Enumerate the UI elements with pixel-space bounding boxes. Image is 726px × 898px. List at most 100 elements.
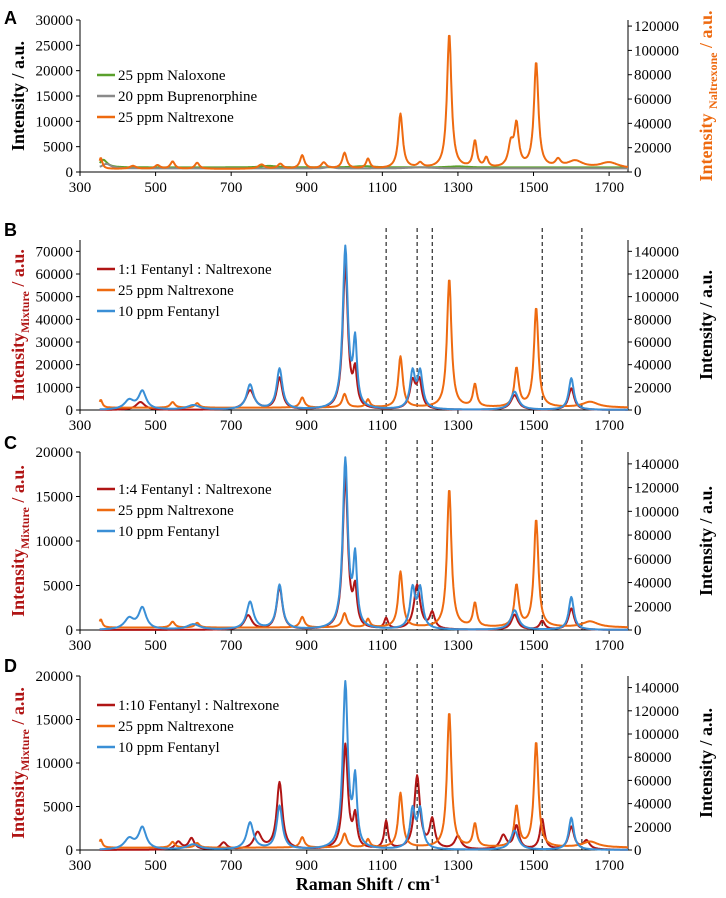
- left-tick-label: 15000: [36, 490, 74, 506]
- x-tick-label: 500: [144, 638, 167, 654]
- x-tick-label: 500: [144, 858, 167, 874]
- right-tick-label: 80000: [634, 68, 672, 84]
- legend-label: 25 ppm Naltrexone: [118, 719, 234, 735]
- series-line-fentanyl: [99, 680, 629, 851]
- panel-label: A: [4, 8, 17, 28]
- series-line-naltrexone: [98, 279, 629, 409]
- right-tick-label: 100000: [634, 43, 679, 59]
- legend-label: 1:10 Fentanyl : Naltrexone: [118, 698, 280, 714]
- right-tick-label: 20000: [634, 141, 672, 157]
- x-tick-label: 1700: [594, 858, 624, 874]
- left-axis-title: Intensity / a.u.: [8, 41, 28, 151]
- legend-label: 25 ppm Naltrexone: [118, 283, 234, 299]
- left-tick-label: 15000: [36, 713, 74, 729]
- x-tick-label: 700: [220, 638, 243, 654]
- right-tick-label: 100000: [634, 290, 679, 306]
- x-tick-label: 1300: [443, 418, 473, 434]
- x-tick-label: 1700: [594, 180, 624, 196]
- legend-label: 25 ppm Naltrexone: [118, 503, 234, 519]
- x-tick-label: 300: [69, 180, 92, 196]
- x-tick-label: 900: [296, 858, 319, 874]
- left-tick-label: 10000: [36, 756, 74, 772]
- x-tick-label: 1100: [368, 638, 397, 654]
- left-tick-label: 50000: [36, 290, 74, 306]
- left-tick-label: 10000: [36, 114, 74, 130]
- x-tick-label: 1500: [519, 418, 549, 434]
- left-tick-label: 25000: [36, 38, 74, 54]
- right-tick-label: 40000: [634, 797, 672, 813]
- right-tick-label: 60000: [634, 552, 672, 568]
- x-tick-label: 1500: [519, 858, 549, 874]
- left-tick-label: 15000: [36, 89, 74, 105]
- left-tick-label: 5000: [43, 800, 73, 816]
- panel-b: B 0 10000 20000 30000 40000 50000 60000 70000 0 20…: [4, 220, 716, 434]
- legend-label: 10 ppm Fentanyl: [118, 740, 220, 756]
- left-tick-label: 20000: [36, 445, 74, 461]
- left-axis-title: IntensityMixture / a.u.: [8, 465, 32, 617]
- legend-label: 10 ppm Fentanyl: [118, 304, 220, 320]
- right-tick-label: 80000: [634, 528, 672, 544]
- x-tick-label: 700: [220, 418, 243, 434]
- x-tick-label: 1300: [443, 858, 473, 874]
- x-tick-label: 1500: [519, 180, 549, 196]
- right-tick-label: 120000: [634, 481, 679, 497]
- right-tick-label: 60000: [634, 773, 672, 789]
- right-tick-label: 120000: [634, 267, 679, 283]
- legend-label: 1:1 Fentanyl : Naltrexone: [118, 262, 272, 278]
- right-tick-label: 20000: [634, 599, 672, 615]
- left-tick-label: 10000: [36, 380, 74, 396]
- legend-label: 1:4 Fentanyl : Naltrexone: [118, 482, 272, 498]
- left-tick-label: 0: [66, 623, 74, 639]
- x-tick-label: 300: [69, 418, 92, 434]
- right-tick-label: 0: [634, 165, 642, 181]
- x-tick-label: 700: [220, 858, 243, 874]
- left-tick-label: 5000: [43, 140, 73, 156]
- right-tick-label: 120000: [634, 704, 679, 720]
- right-tick-label: 120000: [634, 19, 679, 35]
- panel-label: C: [4, 433, 17, 453]
- left-tick-label: 30000: [36, 335, 74, 351]
- right-tick-label: 0: [634, 843, 642, 859]
- x-tick-label: 1700: [594, 418, 624, 434]
- right-axis-title: Intensity Naltrexone / a.u.: [696, 11, 720, 182]
- x-axis-title: Raman Shift / cm-1: [296, 872, 441, 894]
- x-tick-label: 700: [220, 180, 243, 196]
- left-tick-label: 30000: [36, 13, 74, 29]
- x-tick-label: 500: [144, 180, 167, 196]
- x-tick-label: 1500: [519, 638, 549, 654]
- panel-a: A 0 5000 10000 15000 20000 25000 30000 0 20000 400…: [4, 8, 720, 196]
- left-tick-label: 0: [66, 403, 74, 419]
- series-line-mixture: [99, 472, 629, 631]
- x-tick-label: 1100: [368, 858, 397, 874]
- x-tick-label: 1100: [368, 418, 397, 434]
- left-axis-title: IntensityMixture / a.u.: [8, 687, 32, 839]
- right-tick-label: 0: [634, 623, 642, 639]
- right-tick-label: 80000: [634, 312, 672, 328]
- left-tick-label: 20000: [36, 64, 74, 80]
- left-tick-label: 70000: [36, 244, 74, 260]
- right-tick-label: 80000: [634, 750, 672, 766]
- series-line-naltrexone: [98, 34, 629, 170]
- legend-label: 10 ppm Fentanyl: [118, 524, 220, 540]
- left-tick-label: 20000: [36, 358, 74, 374]
- right-tick-label: 20000: [634, 380, 672, 396]
- right-axis-title: Intensity / a.u.: [696, 708, 716, 818]
- x-tick-label: 1300: [443, 180, 473, 196]
- x-tick-label: 1100: [368, 180, 397, 196]
- legend-label: 20 ppm Buprenorphine: [118, 89, 257, 105]
- left-tick-label: 5000: [43, 579, 73, 595]
- series-line-fentanyl: [99, 244, 629, 411]
- x-tick-label: 1300: [443, 638, 473, 654]
- right-tick-label: 40000: [634, 576, 672, 592]
- right-tick-label: 100000: [634, 727, 679, 743]
- left-tick-label: 0: [66, 843, 74, 859]
- right-tick-label: 140000: [634, 244, 679, 260]
- panel-label: B: [4, 220, 17, 240]
- panel-c: C 0 5000 10000 15000 20000 0 20000 40000 60000 800…: [4, 433, 716, 654]
- x-tick-label: 300: [69, 638, 92, 654]
- legend-label: 25 ppm Naltrexone: [118, 110, 234, 126]
- right-axis-title: Intensity / a.u.: [696, 486, 716, 596]
- right-tick-label: 140000: [634, 681, 679, 697]
- x-tick-label: 500: [144, 418, 167, 434]
